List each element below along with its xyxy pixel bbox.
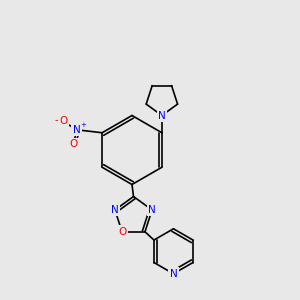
Text: O: O: [59, 116, 67, 126]
Text: N: N: [148, 205, 156, 215]
Text: N: N: [169, 269, 177, 279]
Text: +: +: [80, 122, 86, 128]
Text: N: N: [158, 110, 166, 121]
Text: N: N: [111, 205, 119, 215]
Text: O: O: [70, 139, 78, 149]
Text: O: O: [118, 227, 126, 237]
Text: -: -: [55, 115, 58, 125]
Text: N: N: [73, 125, 80, 135]
